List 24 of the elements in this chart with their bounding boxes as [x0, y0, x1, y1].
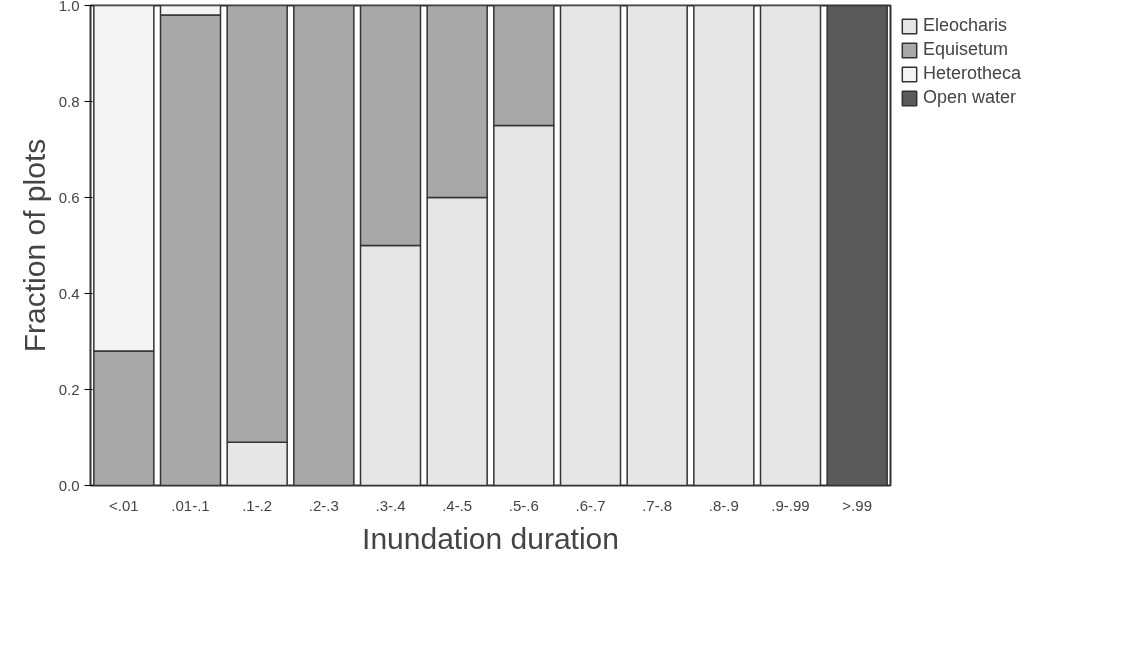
x-tick-label: .5-.6 — [508, 496, 539, 514]
y-axis-title: Fraction of plots — [17, 138, 51, 353]
x-tick-label: .8-.9 — [708, 496, 739, 514]
x-tick-label: .2-.3 — [308, 496, 339, 514]
y-tick-label: 0.4 — [58, 284, 80, 302]
x-tick-label: .3-.4 — [375, 496, 406, 514]
x-tick-label: >.99 — [842, 496, 872, 514]
x-axis-title: Inundation duration — [362, 521, 619, 555]
legend-label: Open water — [923, 87, 1017, 108]
x-tick-label: .1-.2 — [242, 496, 273, 514]
x-tick-label: .7-.8 — [642, 496, 673, 514]
x-tick-label: .9-.99 — [771, 496, 810, 514]
x-tick-label: .4-.5 — [442, 496, 473, 514]
x-tick-label: .6-.7 — [575, 496, 606, 514]
legend-label: Eleocharis — [923, 15, 1008, 36]
y-tick-label: 1.0 — [58, 0, 80, 14]
y-tick-label: 0.8 — [58, 92, 80, 110]
x-tick-label: <.01 — [109, 496, 139, 514]
x-tick-label: .01-.1 — [171, 496, 210, 514]
legend-label: Heterotheca — [923, 63, 1022, 84]
y-tick-label: 0.2 — [58, 380, 80, 398]
y-tick-label: 0.0 — [58, 476, 80, 494]
legend-label: Equisetum — [923, 39, 1009, 60]
y-tick-label: 0.6 — [58, 188, 80, 206]
